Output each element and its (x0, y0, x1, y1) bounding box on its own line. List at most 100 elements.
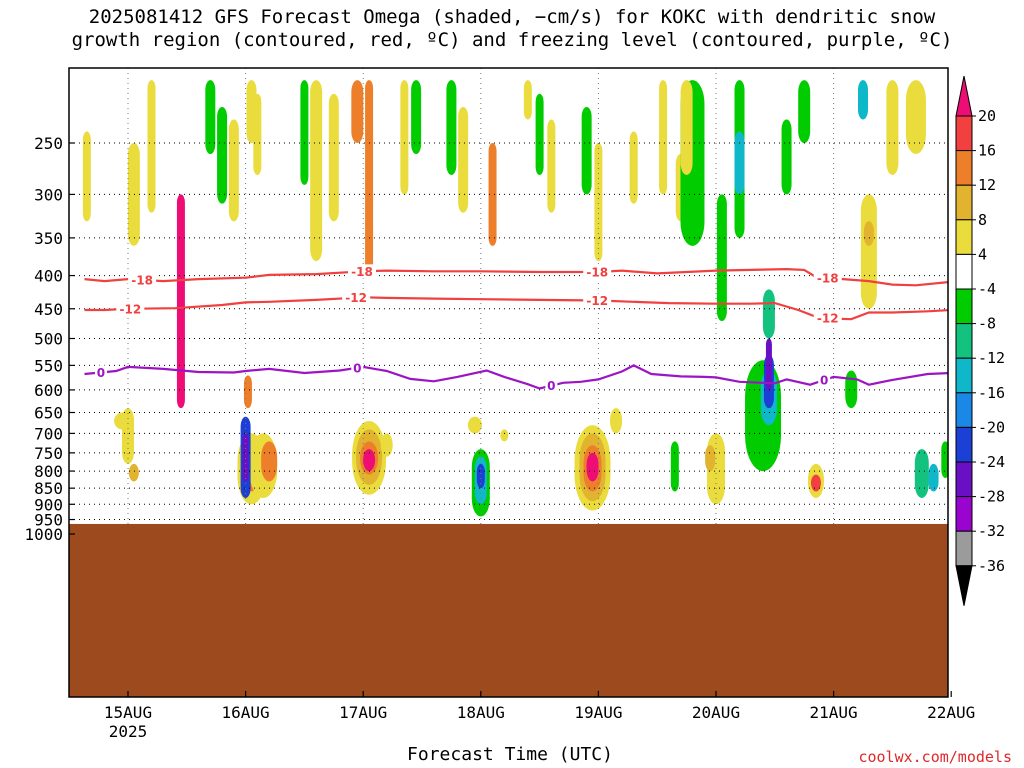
x-axis-label: Forecast Time (UTC) (407, 744, 613, 765)
contour-label-bg-2-2 (545, 378, 558, 393)
watermark[interactable]: coolwx.com/models (858, 748, 1012, 766)
y-tick-label-350: 350 (34, 229, 63, 248)
omega-cell-55 (716, 194, 727, 322)
contour-label-2-0: 0 (97, 366, 105, 380)
x-tick-label-15AUG: 15AUG (104, 703, 152, 722)
contour-label-bg-1-3 (813, 311, 842, 326)
omega-cell-1 (122, 408, 134, 464)
omega-cell-67 (798, 80, 811, 143)
y-tick-label-300: 300 (34, 185, 63, 204)
contour-label-1-1: -12 (345, 291, 367, 305)
colorbar-swatch-6 (955, 323, 973, 359)
omega-cell-24 (365, 80, 374, 276)
contour-label-2-1: 0 (353, 361, 361, 375)
omega-cell-37 (476, 463, 485, 489)
colorbar-swatch-9 (955, 426, 973, 463)
omega-cell-30 (400, 80, 409, 195)
omega-cell-2 (128, 463, 139, 482)
x-tick-label-20AUG: 20AUG (692, 703, 740, 722)
x-tick-label-19AUG: 19AUG (574, 703, 622, 722)
omega-cell-3 (82, 131, 91, 222)
contour-label-bg-0-3 (813, 270, 842, 285)
contour-label-bg-2-3 (818, 373, 831, 388)
contour-label-1-3: -12 (817, 312, 839, 326)
x-tick-label-21AUG: 21AUG (810, 703, 858, 722)
omega-cell-31 (411, 80, 422, 155)
omega-cell-66 (781, 119, 792, 195)
colorbar-bottom-triangle (955, 565, 973, 606)
colorbar-label-5: -4 (978, 280, 996, 298)
omega-cell-20 (310, 80, 323, 262)
chart-title: 2025081412 GFS Forecast Omega (shaded, −… (0, 6, 1024, 52)
contour-label-2-3: 0 (820, 374, 828, 388)
colorbar-label-7: -12 (978, 349, 1005, 367)
contour-label-2-2: 0 (547, 379, 555, 393)
colorbar-swatch-5 (955, 288, 973, 325)
y-tick-label-400: 400 (34, 267, 63, 286)
colorbar: 20 16 12 8 4 -4 -8 -12 -16 -20 -24 -28 -32 -36 (955, 75, 1005, 606)
omega-cell-39 (500, 429, 509, 442)
omega-cell-70 (845, 370, 858, 409)
omega-cell-72 (863, 221, 874, 246)
omega-cell-28 (363, 449, 376, 472)
colorbar-top-triangle (955, 75, 973, 117)
chart-title-line2: growth region (contoured, red, ºC) and f… (71, 29, 953, 51)
omega-cell-65 (734, 131, 745, 195)
contour-label-1-2: -12 (586, 294, 608, 308)
omega-cell-77 (928, 463, 939, 492)
omega-cell-21 (300, 80, 309, 185)
plot-frame (68, 67, 949, 698)
omega-cell-43 (581, 106, 592, 195)
colorbar-label-1: 16 (978, 142, 996, 160)
y-tick-label-750: 750 (34, 444, 63, 463)
ground-fill (69, 523, 948, 697)
y-tick-label-650: 650 (34, 403, 63, 422)
colorbar-label-6: -8 (978, 315, 996, 333)
colorbar-swatch-4 (955, 253, 973, 290)
omega-cell-8 (217, 106, 228, 204)
contour-label-bg-1-0 (116, 301, 145, 316)
colorbar-swatch-0 (955, 115, 973, 152)
omega-cell-18 (242, 433, 249, 482)
contour-label-0-1: -18 (351, 265, 373, 279)
omega-cell-78 (941, 441, 948, 479)
y-tick-label-900: 900 (34, 495, 63, 514)
colorbar-swatch-12 (955, 530, 973, 567)
omega-cell-4 (127, 143, 140, 246)
omega-cell-9 (228, 119, 239, 222)
omega-cell-47 (586, 452, 599, 482)
omega-cell-75 (905, 80, 926, 155)
colorbar-swatch-2 (955, 184, 973, 221)
colorbar-label-13: -36 (978, 557, 1005, 575)
x-tick-label-22AUG: 22AUG (927, 703, 975, 722)
omega-cell-7 (205, 80, 216, 155)
omega-cell-32 (446, 80, 457, 175)
y-tick-label-950: 950 (34, 511, 63, 530)
contour-label-bg-1-1 (342, 290, 371, 305)
omega-cell-69 (810, 474, 821, 492)
omega-cell-5 (147, 80, 156, 213)
omega-cell-71 (860, 194, 877, 309)
colorbar-swatch-7 (955, 357, 973, 394)
y-tick-label-850: 850 (34, 479, 63, 498)
contour-label-bg-0-2 (583, 265, 612, 280)
contour-label-0-2: -18 (586, 266, 608, 280)
colorbar-label-8: -16 (978, 384, 1005, 402)
y-tick-label-450: 450 (34, 300, 63, 319)
omega-cell-16 (261, 441, 278, 482)
omega-cell-6 (176, 194, 185, 409)
omega-cell-34 (488, 143, 497, 246)
omega-cell-51 (659, 80, 668, 195)
omega-cell-64 (762, 289, 775, 339)
colorbar-swatch-1 (955, 150, 973, 186)
contour-label-bg-1-2 (583, 293, 612, 308)
colorbar-label-12: -32 (978, 522, 1005, 540)
omega-cell-59 (670, 441, 679, 492)
colorbar-label-2: 12 (978, 176, 996, 194)
contour-label-bg-0-0 (128, 272, 157, 287)
colorbar-label-11: -28 (978, 488, 1005, 506)
y-tick-label-1000: 1000 (24, 525, 63, 544)
y-tick-label-700: 700 (34, 424, 63, 443)
